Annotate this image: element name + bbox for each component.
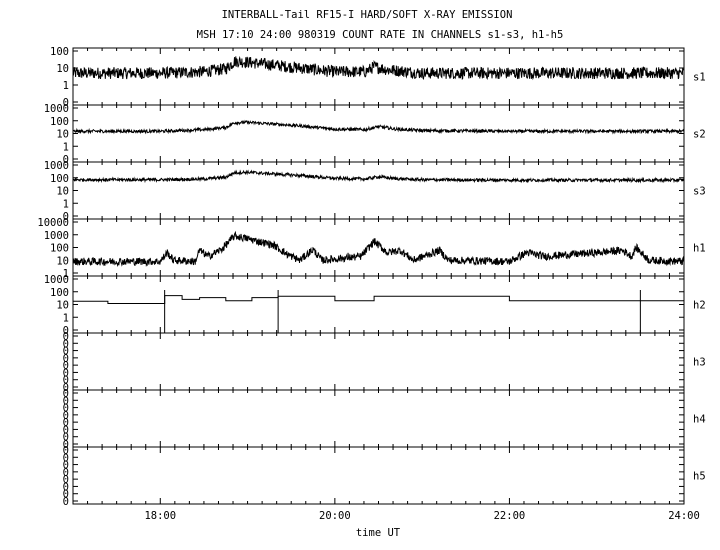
y-tick-label-s3: 100 [50,173,69,185]
y-tick-label-h4: 0 [63,388,69,400]
series-line-s2 [72,119,685,135]
chart-subtitle: MSH 17:10 24:00 980319 COUNT RATE IN CHA… [197,29,564,41]
y-tick-label-h4: 0 [63,424,69,436]
series-line-h1 [72,230,685,268]
y-tick-label-h2: 0 [63,325,69,337]
y-tick-label-h3: 0 [63,338,69,350]
y-tick-label-s3: 1 [63,198,69,210]
y-tick-label-h5: 0 [63,445,69,457]
y-tick-label-h3: 0 [63,331,69,343]
x-tick-label: 22:00 [494,510,526,522]
channel-label-h5: h5 [693,471,706,483]
y-tick-label-s3: 10 [56,186,69,198]
y-tick-label-s1: 0 [63,97,69,109]
series-line-s3 [72,169,685,184]
y-tick-label-h2: 100 [50,287,69,299]
y-tick-label-h1: 1000 [44,230,69,242]
panel-frame-h5 [72,446,685,505]
y-tick-label-h5: 0 [63,496,69,508]
panel-frame-s3 [72,161,685,220]
y-tick-label-h4: 0 [63,432,69,444]
panels: 1001010s110001001010s210001001010s310000… [37,46,705,508]
x-tick-label: 20:00 [319,510,351,522]
y-tick-label-h4: 0 [63,403,69,415]
y-tick-label-h4: 0 [63,395,69,407]
y-tick-label-h1: 10 [56,255,69,267]
y-tick-label-h3: 0 [63,346,69,358]
x-axis-label: time UT [356,527,401,539]
y-tick-label-h4: 0 [63,417,69,429]
y-tick-label-h5: 0 [63,467,69,479]
channel-label-s3: s3 [693,186,706,198]
panel-frame-s2 [72,104,685,163]
y-tick-label-s1: 100 [50,46,69,58]
x-tick-label: 18:00 [144,510,176,522]
y-tick-label-s2: 1000 [44,103,69,115]
y-tick-label-s3: 1000 [44,160,69,172]
y-tick-label-h4: 0 [63,439,69,451]
y-tick-label-h5: 0 [63,460,69,472]
y-tick-label-s2: 0 [63,154,69,166]
y-tick-label-h3: 0 [63,360,69,372]
y-tick-label-s3: 0 [63,211,69,223]
channel-label-s1: s1 [693,72,706,84]
panel-frame-h4 [72,389,685,448]
channel-label-h4: h4 [693,414,706,426]
y-tick-label-h1: 100 [50,243,69,255]
series-line-s1 [72,55,685,81]
y-tick-label-h1: 10000 [37,217,69,229]
y-tick-label-h4: 0 [63,410,69,422]
y-tick-label-h2: 1 [63,312,69,324]
y-tick-label-h5: 0 [63,489,69,501]
y-tick-label-s2: 10 [56,129,69,141]
chart-title: INTERBALL-Tail RF15-I HARD/SOFT X-RAY EM… [222,9,513,21]
y-tick-label-h3: 0 [63,375,69,387]
y-tick-label-h3: 0 [63,367,69,379]
panel-frame-h3 [72,332,685,391]
y-tick-label-h5: 0 [63,452,69,464]
channel-label-h2: h2 [693,300,706,312]
channel-label-s2: s2 [693,129,706,141]
y-tick-label-h2: 10 [56,300,69,312]
y-tick-label-s1: 1 [63,80,69,92]
y-tick-label-s2: 1 [63,141,69,153]
channel-label-h3: h3 [693,357,706,369]
y-tick-label-h3: 0 [63,382,69,394]
y-tick-label-h3: 0 [63,353,69,365]
channel-label-h1: h1 [693,243,706,255]
y-tick-label-s1: 10 [56,63,69,75]
y-tick-label-s2: 100 [50,116,69,128]
y-tick-label-h5: 0 [63,481,69,493]
y-tick-label-h5: 0 [63,474,69,486]
y-tick-label-h1: 1 [63,268,69,280]
x-axis: 18:00 20:00 22:00 24:00 [144,510,699,522]
x-tick-label: 24:00 [668,510,700,522]
y-tick-label-h2: 1000 [44,274,69,286]
